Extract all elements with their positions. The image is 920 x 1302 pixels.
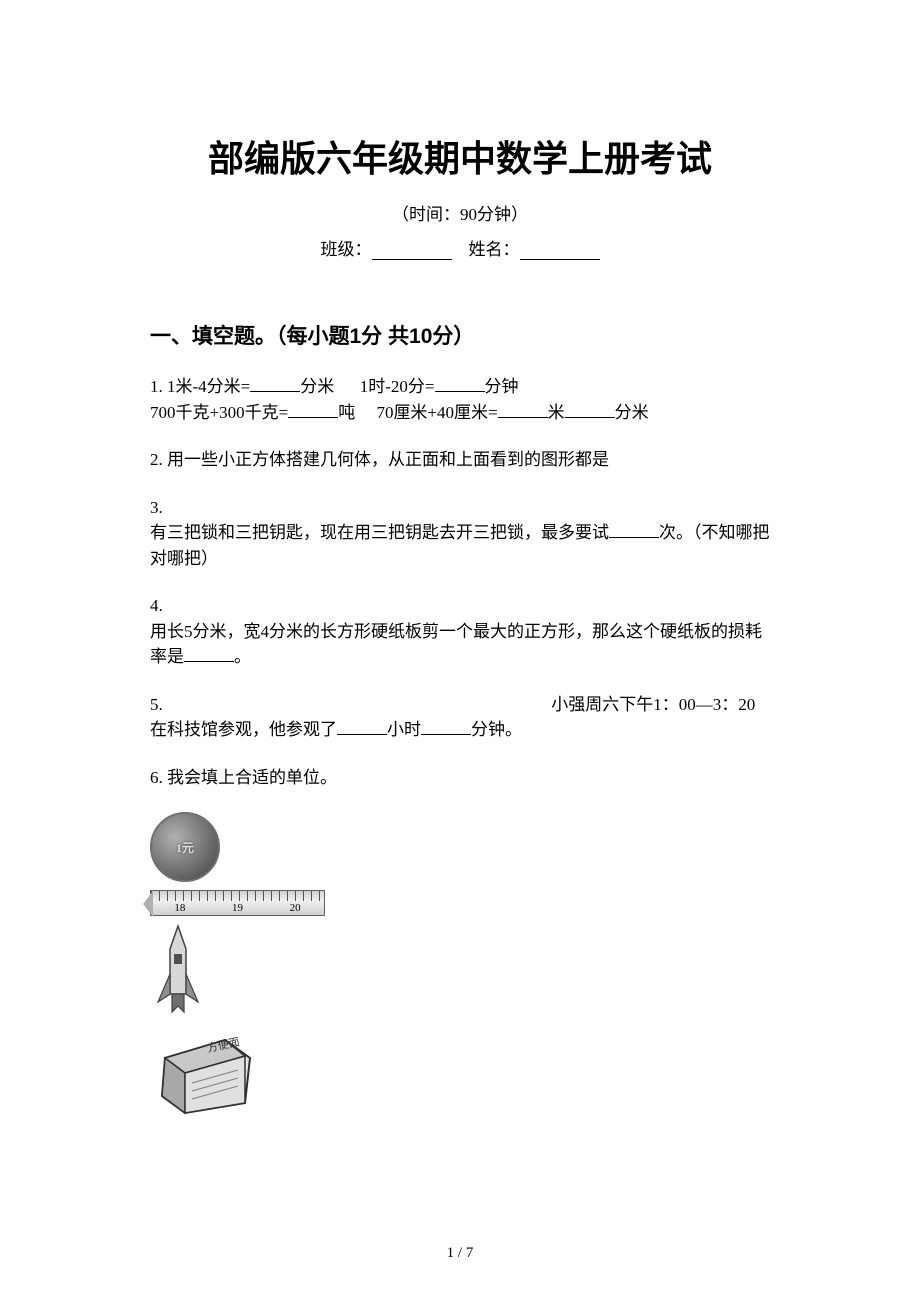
page-number: 1 / 7 [0,1245,920,1262]
time-info: （时间：90分钟） [150,200,770,225]
question-5: 5. 小强周六下午1：00—3：20在科技馆参观，他参观了小时分钟。 [150,692,770,743]
q4-text-2: 。 [234,647,251,666]
ruler-num-18: 18 [174,902,185,914]
question-3: 3. 有三把锁和三把钥匙，现在用三把钥匙去开三把锁，最多要试次。（不知哪把对哪把… [150,495,770,572]
q3-text-1: 有三把锁和三把钥匙，现在用三把钥匙去开三把锁，最多要试 [150,523,609,542]
ruler-num-19: 19 [232,902,243,914]
q1-text-1: 1. 1米-4分米= [150,377,250,396]
q5-blank-2[interactable] [421,719,471,735]
q3-blank[interactable] [609,522,659,538]
q1-blank-3[interactable] [288,402,338,418]
q1-unit-1: 分米 [300,377,334,396]
student-info-line: 班级： 姓名： [150,235,770,260]
ruler-num-20: 20 [290,902,301,914]
coin-image: 1元 [150,812,220,882]
q1-blank-2[interactable] [435,376,485,392]
question-6: 6. 我会填上合适的单位。 [150,765,770,791]
q1-blank-5[interactable] [565,402,615,418]
q1-unit-3: 吨 [338,403,355,422]
section-1-header: 一、填空题。（每小题1分 共10分） [150,320,770,350]
q1-unit-4: 米 [548,403,565,422]
q4-blank[interactable] [184,646,234,662]
q1-blank-1[interactable] [250,376,300,392]
q5-unit-1: 小时 [387,720,421,739]
class-blank[interactable] [372,242,452,260]
q1-blank-4[interactable] [498,402,548,418]
q3-num: 3. [150,498,163,517]
q1-text-4: 70厘米+40厘米= [376,403,497,422]
rocket-image [150,924,206,1020]
name-label: 姓名： [469,240,520,259]
name-blank[interactable] [520,242,600,260]
ruler-image: 18 19 20 [150,890,325,916]
q4-num: 4. [150,596,163,615]
coin-text: 1元 [176,839,194,856]
q1-unit-5: 分米 [615,403,649,422]
question-2: 2. 用一些小正方体搭建几何体，从正面和上面看到的图形都是 [150,447,770,473]
question-6-images: 1元 18 19 20 方便面 [150,812,770,1116]
exam-title: 部编版六年级期中数学上册考试 [150,130,770,182]
q5-blank-1[interactable] [337,719,387,735]
noodle-image: 方便面 [150,1028,260,1116]
class-label: 班级： [321,240,372,259]
q1-text-3: 700千克+300千克= [150,403,288,422]
q5-unit-2: 分钟。 [471,720,522,739]
q5-num: 5. [150,695,163,714]
question-4: 4. 用长5分米，宽4分米的长方形硬纸板剪一个最大的正方形，那么这个硬纸板的损耗… [150,593,770,670]
q1-unit-2: 分钟 [485,377,519,396]
question-1: 1. 1米-4分米= 分米 1时-20分= 分钟 700千克+300千克= 吨 70厘… [150,374,770,425]
q1-text-2: 1时-20分= [360,377,435,396]
